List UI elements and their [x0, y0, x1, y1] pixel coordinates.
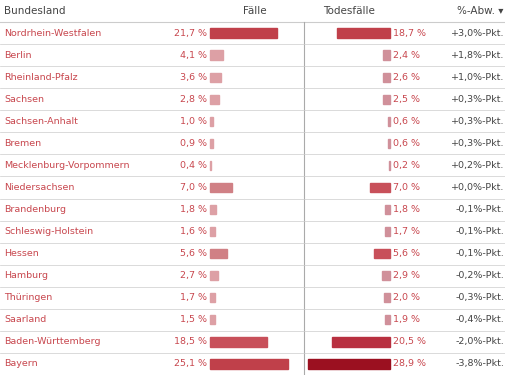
Bar: [331, 337, 389, 346]
Bar: [370, 183, 389, 192]
Text: Hamburg: Hamburg: [4, 271, 48, 280]
Text: 0,6 %: 0,6 %: [392, 117, 419, 126]
Text: 7,0 %: 7,0 %: [180, 183, 207, 192]
Text: Nordrhein-Westfalen: Nordrhein-Westfalen: [4, 28, 101, 38]
Text: Baden-Württemberg: Baden-Württemberg: [4, 338, 100, 346]
Text: Brandenburg: Brandenburg: [4, 205, 66, 214]
Text: 1,5 %: 1,5 %: [180, 315, 207, 324]
Text: -2,0%-Pkt.: -2,0%-Pkt.: [454, 338, 503, 346]
Bar: [210, 359, 287, 369]
Text: -0,1%-Pkt.: -0,1%-Pkt.: [454, 205, 503, 214]
Text: -0,1%-Pkt.: -0,1%-Pkt.: [454, 227, 503, 236]
Text: 0,4 %: 0,4 %: [180, 161, 207, 170]
Bar: [210, 271, 218, 280]
Bar: [210, 72, 221, 82]
Text: -0,3%-Pkt.: -0,3%-Pkt.: [454, 293, 503, 302]
Text: +0,2%-Pkt.: +0,2%-Pkt.: [450, 161, 503, 170]
Text: Bundesland: Bundesland: [4, 6, 65, 16]
Bar: [384, 227, 389, 236]
Text: 1,7 %: 1,7 %: [392, 227, 419, 236]
Text: 1,6 %: 1,6 %: [180, 227, 207, 236]
Text: 0,9 %: 0,9 %: [180, 139, 207, 148]
Bar: [210, 139, 213, 148]
Text: 2,6 %: 2,6 %: [392, 73, 419, 82]
Text: Todesfälle: Todesfälle: [322, 6, 374, 16]
Bar: [210, 94, 218, 104]
Text: 5,6 %: 5,6 %: [392, 249, 419, 258]
Text: +0,3%-Pkt.: +0,3%-Pkt.: [449, 117, 503, 126]
Bar: [210, 249, 227, 258]
Bar: [381, 271, 389, 280]
Text: Niedersachsen: Niedersachsen: [4, 183, 74, 192]
Text: -0,1%-Pkt.: -0,1%-Pkt.: [454, 249, 503, 258]
Bar: [336, 28, 389, 38]
Bar: [387, 139, 389, 148]
Text: Hessen: Hessen: [4, 249, 39, 258]
Bar: [382, 94, 389, 104]
Text: 0,2 %: 0,2 %: [392, 161, 419, 170]
Bar: [210, 161, 211, 170]
Bar: [210, 183, 231, 192]
Text: Bremen: Bremen: [4, 139, 41, 148]
Bar: [210, 205, 215, 214]
Text: 1,8 %: 1,8 %: [180, 205, 207, 214]
Text: +0,3%-Pkt.: +0,3%-Pkt.: [449, 139, 503, 148]
Bar: [382, 51, 389, 60]
Text: 2,5 %: 2,5 %: [392, 95, 419, 104]
Bar: [373, 249, 389, 258]
Text: 5,6 %: 5,6 %: [180, 249, 207, 258]
Text: Thüringen: Thüringen: [4, 293, 52, 302]
Bar: [384, 293, 389, 302]
Text: 2,4 %: 2,4 %: [392, 51, 419, 60]
Text: Sachsen: Sachsen: [4, 95, 44, 104]
Text: Fälle: Fälle: [243, 6, 266, 16]
Text: 1,9 %: 1,9 %: [392, 315, 419, 324]
Bar: [384, 205, 389, 214]
Text: +1,8%-Pkt.: +1,8%-Pkt.: [450, 51, 503, 60]
Text: 3,6 %: 3,6 %: [179, 73, 207, 82]
Text: 28,9 %: 28,9 %: [392, 360, 425, 369]
Text: Sachsen-Anhalt: Sachsen-Anhalt: [4, 117, 78, 126]
Bar: [210, 315, 214, 324]
Text: 18,5 %: 18,5 %: [174, 338, 207, 346]
Text: 1,8 %: 1,8 %: [392, 205, 419, 214]
Bar: [384, 315, 389, 324]
Text: +0,3%-Pkt.: +0,3%-Pkt.: [449, 95, 503, 104]
Text: 0,6 %: 0,6 %: [392, 139, 419, 148]
Text: 1,7 %: 1,7 %: [180, 293, 207, 302]
Text: 21,7 %: 21,7 %: [174, 28, 207, 38]
Text: -3,8%-Pkt.: -3,8%-Pkt.: [454, 360, 503, 369]
Bar: [210, 227, 215, 236]
Text: %-Abw. ▾: %-Abw. ▾: [457, 6, 503, 16]
Text: Bayern: Bayern: [4, 360, 37, 369]
Bar: [210, 293, 215, 302]
Text: 1,0 %: 1,0 %: [180, 117, 207, 126]
Text: 2,9 %: 2,9 %: [392, 271, 419, 280]
Text: Rheinland-Pfalz: Rheinland-Pfalz: [4, 73, 77, 82]
Text: 7,0 %: 7,0 %: [392, 183, 419, 192]
Text: Berlin: Berlin: [4, 51, 31, 60]
Text: +0,0%-Pkt.: +0,0%-Pkt.: [450, 183, 503, 192]
Bar: [387, 117, 389, 126]
Bar: [382, 72, 389, 82]
Text: 2,7 %: 2,7 %: [180, 271, 207, 280]
Text: +1,0%-Pkt.: +1,0%-Pkt.: [450, 73, 503, 82]
Text: Saarland: Saarland: [4, 315, 46, 324]
Bar: [210, 117, 213, 126]
Text: 18,7 %: 18,7 %: [392, 28, 425, 38]
Text: 25,1 %: 25,1 %: [174, 360, 207, 369]
Text: -0,4%-Pkt.: -0,4%-Pkt.: [454, 315, 503, 324]
Text: Mecklenburg-Vorpommern: Mecklenburg-Vorpommern: [4, 161, 129, 170]
Text: +3,0%-Pkt.: +3,0%-Pkt.: [449, 28, 503, 38]
Text: -0,2%-Pkt.: -0,2%-Pkt.: [454, 271, 503, 280]
Text: 20,5 %: 20,5 %: [392, 338, 425, 346]
Text: 2,0 %: 2,0 %: [392, 293, 419, 302]
Bar: [210, 28, 277, 38]
Text: 2,8 %: 2,8 %: [180, 95, 207, 104]
Bar: [308, 359, 389, 369]
Bar: [210, 51, 222, 60]
Text: 4,1 %: 4,1 %: [180, 51, 207, 60]
Text: Schleswig-Holstein: Schleswig-Holstein: [4, 227, 93, 236]
Bar: [210, 337, 267, 346]
